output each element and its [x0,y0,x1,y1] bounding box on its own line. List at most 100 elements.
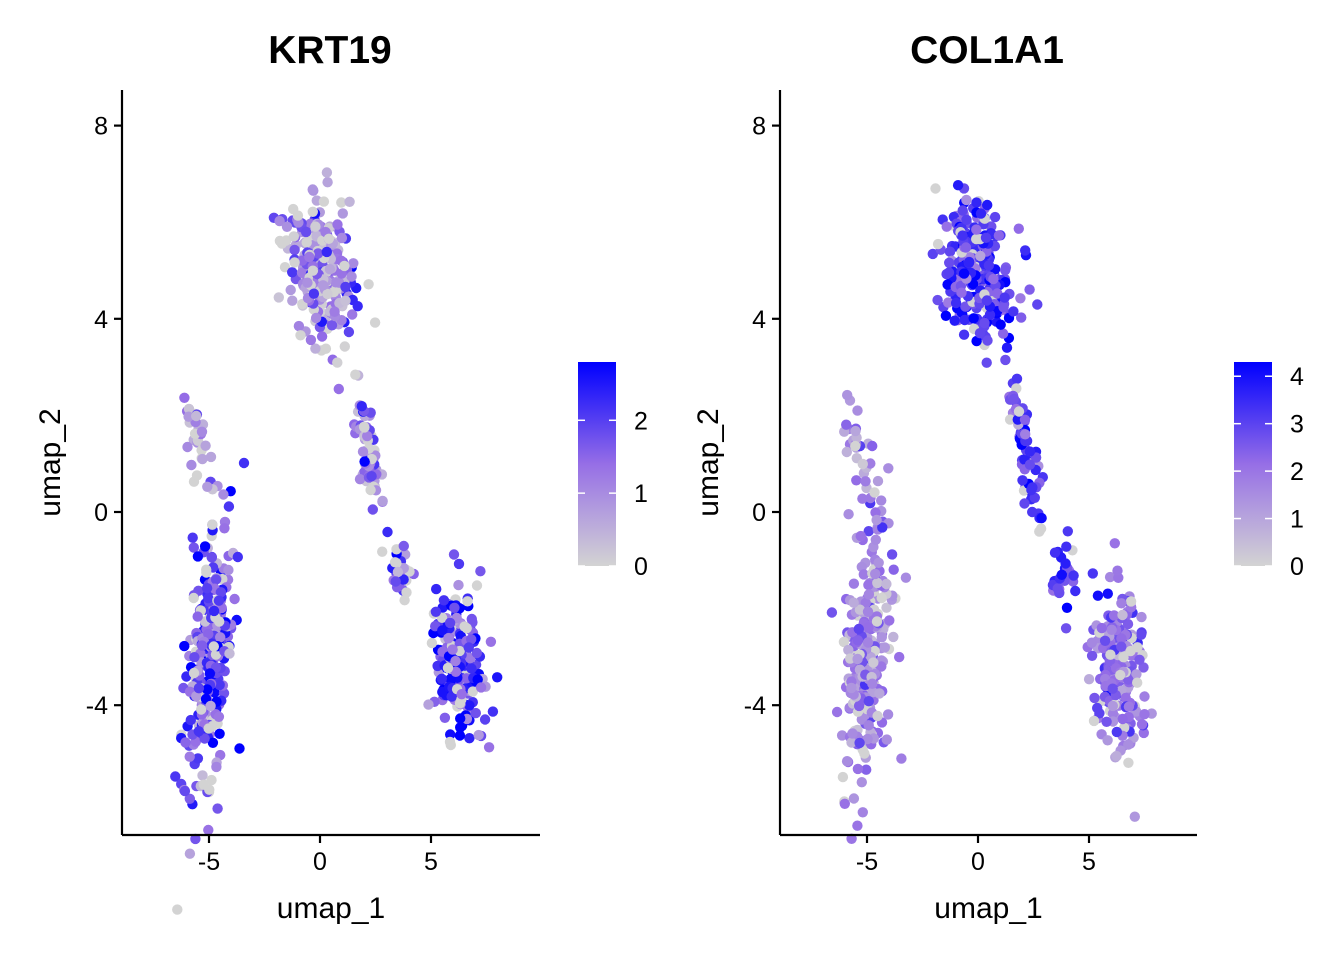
cell-point [367,504,378,515]
cell-point [317,280,329,291]
cell-point [870,568,881,580]
cell-point [846,737,857,748]
cell-point [1112,565,1123,576]
cell-point [192,753,204,764]
cell-point [958,329,970,340]
cell-point [461,623,472,634]
cell-point [1139,709,1150,720]
cell-point [199,733,210,744]
cell-point [444,617,456,629]
cell-point [944,257,955,268]
cell-point [356,401,367,412]
cell-point [312,248,324,259]
cell-point [339,341,350,352]
y-axis-title: umap_2 [692,408,725,516]
cell-point [1138,727,1150,739]
y-tick-label: 4 [752,306,766,334]
cell-point [438,595,450,606]
cell-point [401,587,412,598]
scatter-points [826,180,1157,844]
cell-point [1106,624,1117,635]
cell-point [192,611,203,622]
cell-point [439,712,451,723]
cell-point [365,484,376,496]
cell-point [448,549,460,560]
cell-point [296,267,308,278]
cell-point [207,737,219,748]
cell-point [357,446,369,457]
cell-point [321,246,332,258]
cell-point [193,683,205,694]
cell-point [872,577,883,589]
cell-point [218,489,229,500]
cell-point [238,457,250,469]
cell-point [1036,512,1047,524]
cell-point [1135,629,1147,640]
cell-point [323,233,335,244]
cell-point [273,292,284,303]
cell-point [466,634,477,645]
cell-point [213,711,225,722]
cell-point [1123,739,1134,750]
cell-point [170,771,181,782]
cell-point [456,689,467,700]
cell-point [183,411,194,422]
cell-point [957,230,968,241]
cell-point [841,419,852,430]
cell-point [997,328,1009,339]
cell-point [196,640,208,651]
cell-point [196,704,207,715]
cell-point [858,569,869,580]
cell-point [859,748,870,759]
cell-point [1013,223,1024,234]
cell-point [882,709,894,720]
colorbar-label: 2 [634,407,648,435]
cell-point [862,637,874,648]
cell-point [871,514,882,526]
cell-point [869,487,880,498]
x-tick-label: 0 [971,848,985,876]
cell-point [305,334,317,346]
cell-point [847,728,858,739]
cell-point [348,258,359,269]
cell-point [207,519,218,530]
cell-point [191,410,202,422]
cell-point [863,720,874,731]
cell-point [1068,570,1079,581]
cell-point [952,180,964,191]
cell-point [184,848,196,859]
cell-point [843,644,854,656]
cell-point [1132,642,1143,653]
cell-point [1125,596,1137,607]
cell-point [196,426,208,437]
cell-point [956,287,967,298]
cell-point [949,315,960,326]
cell-point [471,647,482,659]
cell-point [1117,713,1128,725]
cell-point [1136,611,1147,623]
cell-point [961,214,972,225]
cell-point [1061,602,1073,613]
cell-point [215,632,226,643]
cell-point [191,691,202,702]
cell-point [304,251,315,263]
cell-point [366,471,377,482]
cell-point [463,642,474,653]
cell-point [841,756,853,767]
cell-point [838,636,850,648]
colorbar [578,362,616,566]
x-axis-title: umap_1 [277,892,385,925]
cell-point [292,210,304,221]
cell-point [856,777,867,788]
cell-point [232,551,243,563]
cell-point [1108,610,1120,621]
cell-point [322,288,333,300]
cell-point [1060,623,1072,634]
cell-point [971,224,982,235]
cell-point [288,231,299,242]
cell-point [940,310,952,321]
cell-point [1056,569,1068,580]
cell-point [1000,354,1011,366]
cell-point [197,770,208,781]
cell-point [449,602,460,613]
